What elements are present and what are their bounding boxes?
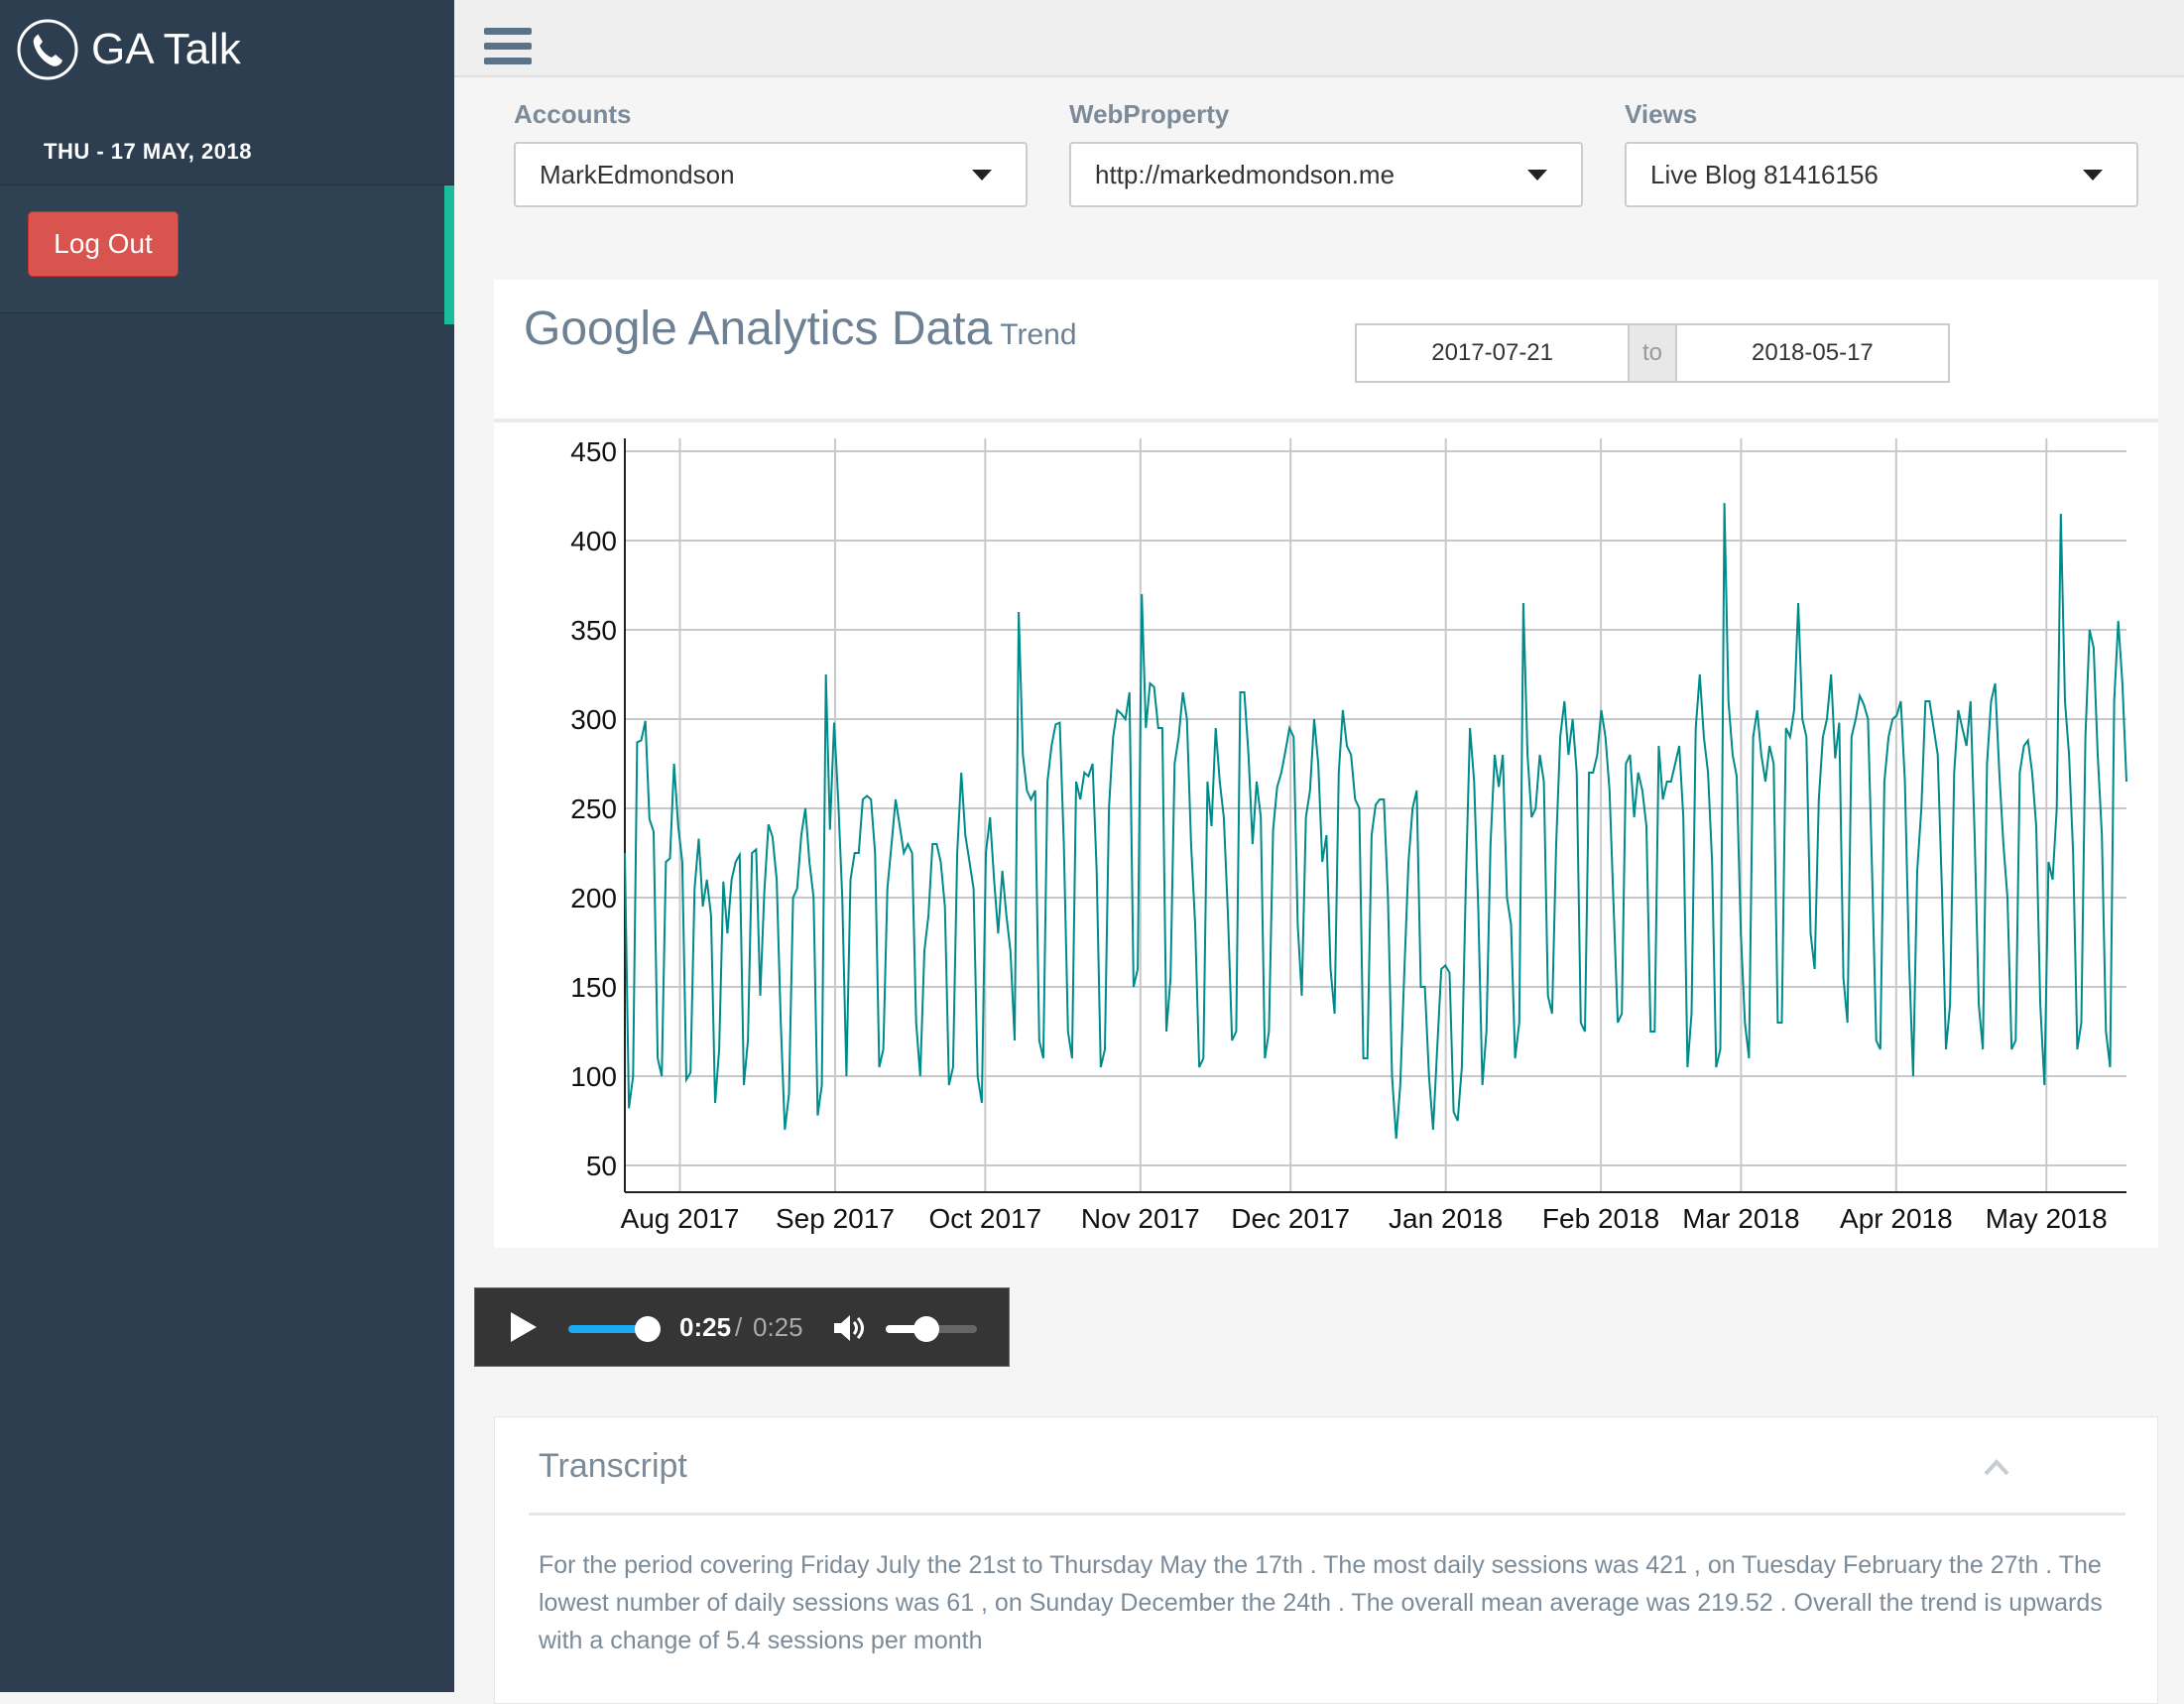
- start-date-input[interactable]: 2017-07-21: [1431, 339, 1553, 366]
- y-tick-label: 450: [570, 436, 617, 467]
- brand[interactable]: GA Talk: [16, 14, 241, 85]
- views-value: Live Blog 81416156: [1650, 159, 1879, 189]
- chart-header: Google Analytics Data Trend 2017-07-21 to…: [494, 280, 2158, 423]
- y-tick-label: 100: [570, 1061, 617, 1092]
- x-tick-label: Sep 2017: [776, 1203, 895, 1234]
- x-tick-label: Dec 2017: [1231, 1203, 1350, 1234]
- logout-button[interactable]: Log Out: [28, 211, 179, 277]
- x-tick-label: Nov 2017: [1081, 1203, 1200, 1234]
- hamburger-line: [484, 58, 532, 64]
- date-range-separator: to: [1628, 325, 1677, 381]
- time-separator: /: [735, 1312, 743, 1342]
- y-tick-label: 50: [586, 1151, 617, 1181]
- y-tick-label: 400: [570, 526, 617, 556]
- webproperty-label: WebProperty: [1069, 99, 1230, 129]
- chart-title: Google Analytics Data Trend: [524, 302, 1077, 356]
- audio-player: 0:25 / 0:25: [474, 1287, 1010, 1367]
- transcript-text: For the period covering Friday July the …: [539, 1551, 2103, 1654]
- total-time: 0:25: [753, 1312, 803, 1342]
- y-tick-label: 350: [570, 615, 617, 646]
- caret-down-icon: [1527, 170, 1547, 181]
- accounts-filter: Accounts MarkEdmondson: [514, 99, 1028, 207]
- hamburger-icon[interactable]: [484, 28, 532, 67]
- x-tick-label: May 2018: [1986, 1203, 2108, 1234]
- webproperty-filter: WebProperty http://markedmondson.me: [1069, 99, 1583, 207]
- chevron-up-icon[interactable]: [1983, 1457, 2010, 1477]
- divider: [529, 1513, 2125, 1516]
- play-icon[interactable]: [509, 1310, 539, 1344]
- views-label: Views: [1625, 99, 1698, 129]
- end-date-input[interactable]: 2018-05-17: [1752, 339, 1874, 366]
- x-tick-label: Feb 2018: [1542, 1203, 1659, 1234]
- y-tick-label: 300: [570, 704, 617, 735]
- hamburger-line: [484, 43, 532, 50]
- sidebar: GA Talk THU - 17 MAY, 2018 Log Out: [0, 0, 454, 1692]
- y-tick-label: 150: [570, 972, 617, 1003]
- sessions-series-line: [624, 503, 2127, 1140]
- sessions-line-chart: 50 100 150 200 250 300 350 400 450 Aug 2017 Sep 20…: [570, 436, 2127, 1234]
- accounts-select[interactable]: MarkEdmondson: [514, 142, 1028, 207]
- volume-level: [886, 1325, 927, 1333]
- x-tick-label: Apr 2018: [1840, 1203, 1953, 1234]
- sidebar-date: THU - 17 MAY, 2018: [44, 139, 252, 164]
- y-tick-label: 200: [570, 883, 617, 913]
- volume-handle[interactable]: [913, 1316, 940, 1342]
- app-title: GA Talk: [91, 25, 241, 73]
- chart-subtitle: Trend: [1000, 318, 1077, 351]
- chart-title-text: Google Analytics Data: [524, 303, 993, 355]
- webproperty-select[interactable]: http://markedmondson.me: [1069, 142, 1583, 207]
- x-tick-label: Mar 2018: [1682, 1203, 1799, 1234]
- transcript-title: Transcript: [539, 1447, 687, 1485]
- views-select[interactable]: Live Blog 81416156: [1625, 142, 2138, 207]
- chart-panel: Google Analytics Data Trend 2017-07-21 to…: [494, 280, 2158, 1248]
- active-indicator: [444, 185, 454, 324]
- views-filter: Views Live Blog 81416156: [1625, 99, 2138, 207]
- y-tick-label: 250: [570, 793, 617, 824]
- accounts-value: MarkEdmondson: [540, 159, 735, 189]
- phone-icon: [17, 19, 78, 80]
- accounts-label: Accounts: [514, 99, 632, 129]
- seek-bar[interactable]: [568, 1325, 648, 1333]
- hamburger-line: [484, 28, 532, 35]
- transcript-panel: Transcript For the period covering Frida…: [494, 1416, 2158, 1704]
- current-time: 0:25: [679, 1312, 732, 1342]
- sidebar-menu: Log Out: [0, 184, 454, 324]
- x-tick-label: Jan 2018: [1389, 1203, 1503, 1234]
- volume-icon[interactable]: [830, 1310, 866, 1346]
- x-tick-label: Oct 2017: [929, 1203, 1042, 1234]
- caret-down-icon: [972, 170, 992, 181]
- date-range-picker: 2017-07-21 to 2018-05-17: [1355, 323, 1950, 383]
- webproperty-value: http://markedmondson.me: [1095, 159, 1395, 189]
- x-tick-label: Aug 2017: [621, 1203, 740, 1234]
- seek-handle[interactable]: [635, 1316, 661, 1342]
- caret-down-icon: [2083, 170, 2103, 181]
- top-bar: [454, 0, 2184, 77]
